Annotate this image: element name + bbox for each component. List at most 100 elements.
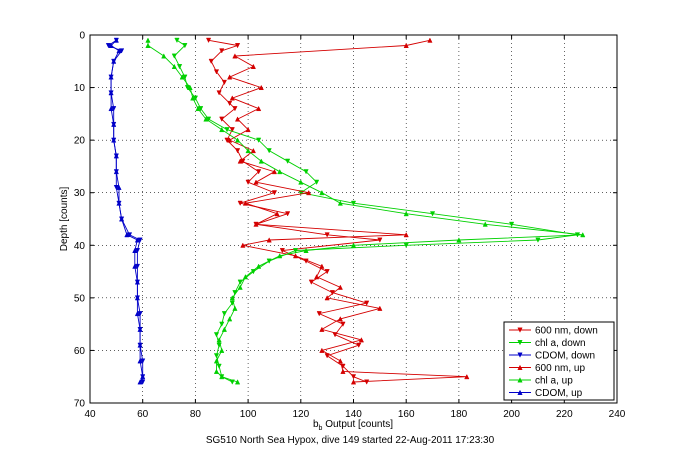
data-point xyxy=(205,37,212,44)
legend-entry: chl a, up xyxy=(509,376,573,387)
data-point xyxy=(134,295,141,301)
data-point xyxy=(250,63,256,69)
data-point xyxy=(266,237,272,243)
data-point xyxy=(108,105,114,112)
data-point xyxy=(229,95,235,101)
data-point xyxy=(303,247,309,253)
data-point xyxy=(134,310,141,317)
data-point xyxy=(219,48,225,54)
data-point xyxy=(111,137,117,143)
data-point xyxy=(137,358,143,364)
data-point xyxy=(377,237,383,243)
data-point xyxy=(187,84,193,91)
data-point xyxy=(111,58,117,64)
x-axis-ticks: 40 60 80 100 120 140 160 180 200 220 240 xyxy=(84,35,626,420)
data-point xyxy=(221,79,227,86)
data-point xyxy=(237,279,243,285)
footer-caption: SG510 North Sea Hypox, dive 149 started … xyxy=(206,435,495,446)
data-point xyxy=(161,53,167,59)
data-point xyxy=(324,232,330,238)
data-point xyxy=(132,263,138,269)
data-point xyxy=(350,242,357,248)
data-point xyxy=(137,237,143,243)
data-point xyxy=(234,148,241,154)
series-4 xyxy=(145,37,586,385)
x-tick-label: 220 xyxy=(556,409,573,420)
x-tick-label: 60 xyxy=(137,409,149,420)
data-point xyxy=(224,137,230,143)
data-point xyxy=(250,147,256,154)
data-point xyxy=(171,63,177,69)
x-axis-label: bb Output [counts] xyxy=(313,419,393,432)
data-point xyxy=(232,106,238,112)
data-point xyxy=(216,337,222,343)
data-point xyxy=(137,342,143,348)
x-tick-label: 120 xyxy=(292,409,309,420)
data-point xyxy=(324,269,330,275)
data-point xyxy=(174,37,180,44)
data-point xyxy=(219,373,225,380)
data-point xyxy=(227,137,233,143)
data-point xyxy=(227,100,233,107)
series-0 xyxy=(205,37,383,385)
data-point xyxy=(277,253,283,259)
data-point xyxy=(116,184,122,190)
data-point xyxy=(285,211,291,217)
data-point xyxy=(219,126,225,133)
data-point xyxy=(221,326,227,332)
data-point xyxy=(377,305,383,311)
legend-label: chl a, down xyxy=(535,338,586,349)
data-point xyxy=(319,263,325,269)
data-point xyxy=(245,126,251,133)
data-point xyxy=(482,221,488,227)
data-point xyxy=(134,237,141,243)
series-5 xyxy=(108,37,146,385)
data-point xyxy=(356,342,362,348)
data-point xyxy=(456,237,462,243)
data-point xyxy=(134,263,141,270)
legend-label: chl a, up xyxy=(535,376,573,387)
data-point xyxy=(403,232,409,238)
data-point xyxy=(340,321,346,327)
data-point xyxy=(508,221,515,228)
data-point xyxy=(340,368,346,374)
data-point xyxy=(242,274,249,280)
data-point xyxy=(314,274,320,280)
legend-box xyxy=(503,321,615,401)
data-point xyxy=(213,353,220,359)
data-point xyxy=(303,169,309,175)
legend-marker xyxy=(517,327,523,333)
data-point xyxy=(350,379,357,385)
data-point xyxy=(292,248,299,254)
data-point xyxy=(256,137,262,143)
data-point xyxy=(219,321,225,327)
data-point xyxy=(132,247,138,253)
x-tick-label: 240 xyxy=(609,409,626,420)
data-point xyxy=(306,189,312,196)
x-tick-label: 200 xyxy=(503,409,520,420)
data-point xyxy=(314,179,320,185)
data-point xyxy=(111,121,117,127)
legend-entry: CDOM, down xyxy=(509,351,595,362)
x-tick-label: 100 xyxy=(240,409,257,420)
data-point xyxy=(364,300,370,306)
data-point xyxy=(256,169,262,175)
data-point xyxy=(134,279,141,285)
data-point xyxy=(140,358,146,364)
data-point xyxy=(213,358,220,364)
y-tick-label: 70 xyxy=(74,399,86,410)
data-point xyxy=(535,237,541,243)
legend-label: 600 nm, up xyxy=(535,363,585,374)
data-point xyxy=(253,221,259,227)
data-point xyxy=(171,53,177,59)
data-point xyxy=(229,295,235,301)
data-point xyxy=(216,363,222,369)
data-point xyxy=(195,105,201,112)
data-point xyxy=(213,69,220,75)
data-point xyxy=(108,74,114,80)
data-point xyxy=(113,37,119,43)
series-layer xyxy=(105,37,586,385)
data-point xyxy=(237,158,243,164)
data-point xyxy=(198,106,204,112)
